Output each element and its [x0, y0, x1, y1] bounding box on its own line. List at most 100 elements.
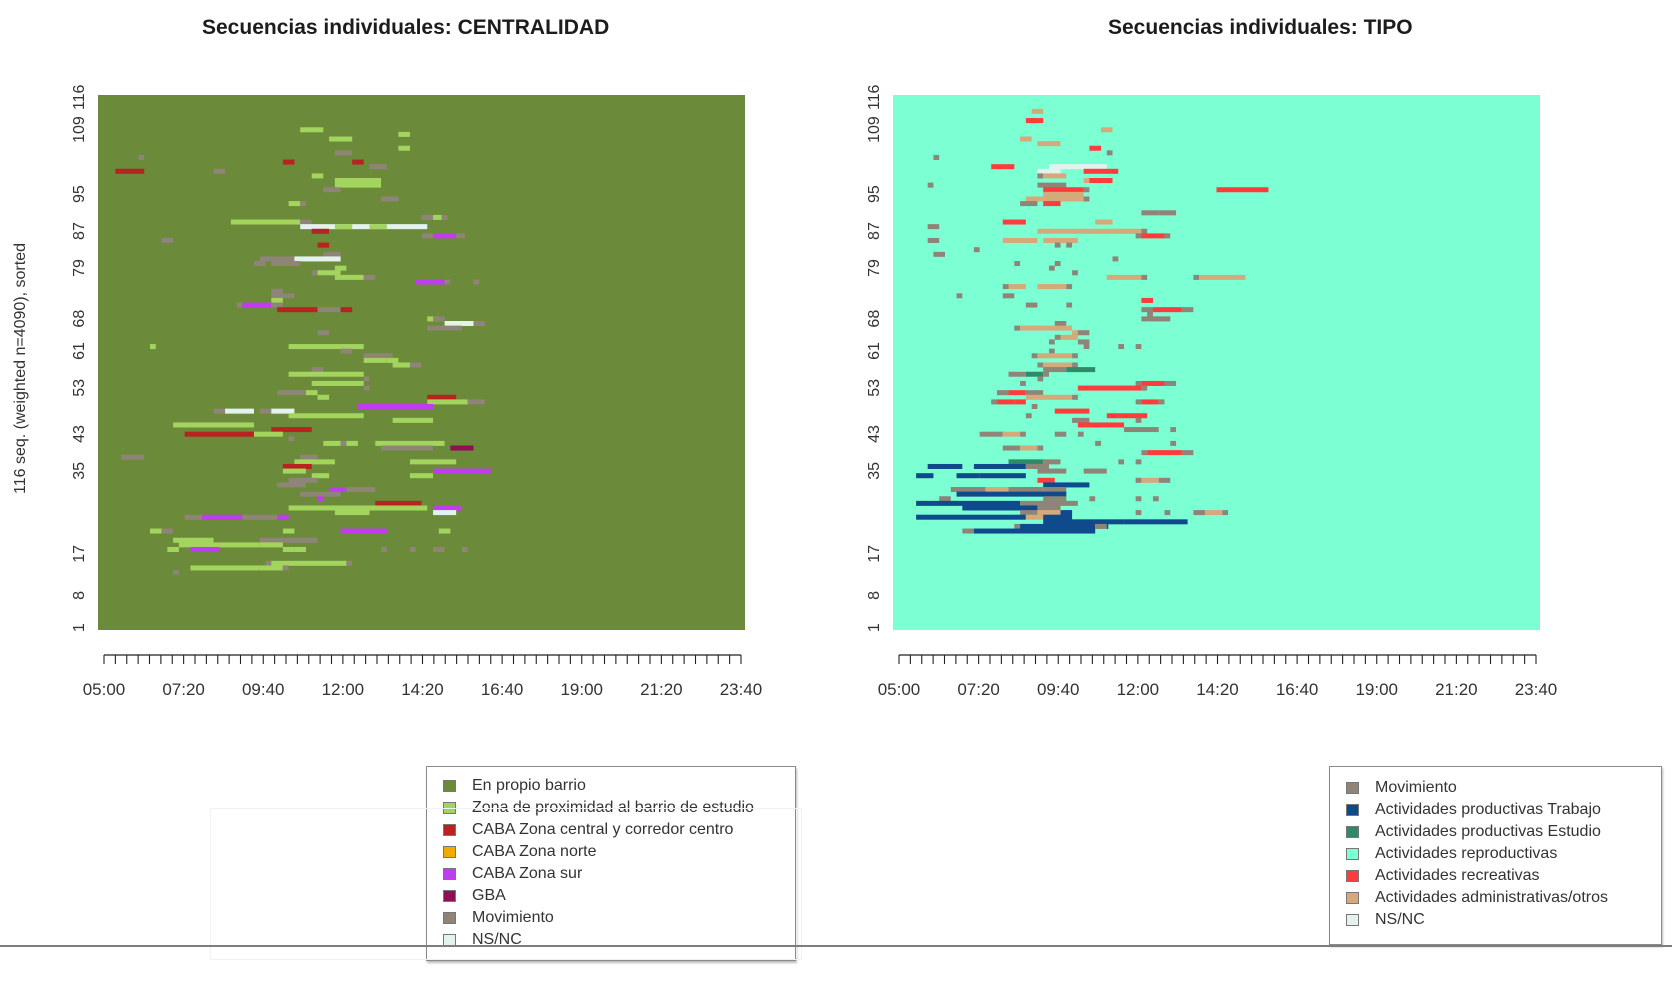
- sequence-segment: [1095, 219, 1113, 225]
- sequence-segment: [288, 505, 428, 511]
- y-tick-label: 68: [71, 310, 88, 328]
- sequence-segment: [1008, 390, 1026, 396]
- sequence-segment: [409, 362, 422, 368]
- y-tick-label: 43: [71, 425, 88, 443]
- sequence-segment: [1031, 353, 1038, 359]
- sequence-segment: [1060, 510, 1073, 516]
- y-tick-label: 79: [866, 259, 883, 277]
- sequence-segment: [1141, 233, 1165, 239]
- sequence-segment: [288, 201, 301, 207]
- sequence-segment: [369, 224, 387, 230]
- sequence-segment: [1083, 178, 1096, 184]
- sequence-segment: [441, 214, 448, 220]
- sequence-segment: [288, 344, 364, 350]
- sequence-segment: [1043, 362, 1073, 368]
- sequence-segment: [1106, 523, 1109, 529]
- sequence-segment: [323, 187, 341, 193]
- sequence-segment: [288, 477, 318, 483]
- legend-item: CABA Zona central y corredor centro: [443, 819, 785, 841]
- plot-background-state: [893, 95, 1540, 630]
- sequence-segment: [973, 247, 980, 253]
- legend-label: Actividades administrativas/otros: [1375, 889, 1608, 906]
- sequence-segment: [1077, 385, 1142, 391]
- sequence-segment: [1008, 284, 1026, 290]
- sequence-segment: [1043, 482, 1090, 488]
- sequence-segment: [979, 473, 1026, 479]
- x-tick-label: 12:00: [322, 680, 365, 699]
- sequence-segment: [1106, 150, 1113, 156]
- sequence-segment: [1141, 385, 1148, 391]
- sequence-segment: [1025, 394, 1073, 400]
- sequence-segment: [161, 237, 174, 243]
- sequence-segment: [979, 431, 1003, 437]
- sequence-segment: [916, 500, 1021, 506]
- sequence-segment: [916, 514, 1026, 520]
- sequence-segment: [1164, 380, 1177, 386]
- legend-centralidad: En propio barrio Zona de proximidad al ba…: [426, 766, 796, 961]
- x-tick-label: 14:20: [401, 680, 444, 699]
- sequence-segment: [1089, 496, 1096, 502]
- sequence-segment: [1135, 459, 1142, 465]
- sequence-segment: [381, 445, 434, 451]
- sequence-segment: [1141, 399, 1159, 405]
- x-tick-label: 16:40: [481, 680, 524, 699]
- sequence-segment: [259, 408, 272, 414]
- sequence-segment: [444, 320, 474, 327]
- sequence-segment: [1106, 413, 1148, 419]
- x-tick-label: 07:20: [162, 680, 205, 699]
- sequence-segment: [433, 510, 457, 516]
- sequence-segment: [409, 473, 434, 479]
- sequence-segment: [1043, 371, 1049, 377]
- sequence-segment: [1054, 431, 1067, 437]
- legend-swatch: [443, 912, 456, 924]
- sequence-segment: [1020, 136, 1032, 142]
- sequence-segment: [973, 463, 1026, 469]
- sequence-segment: [323, 251, 341, 257]
- sequence-segment: [213, 168, 226, 174]
- sequence-segment: [1199, 274, 1246, 280]
- legend-swatch: [1346, 892, 1359, 904]
- sequence-segment: [1002, 284, 1009, 290]
- sequence-segment: [1141, 380, 1165, 386]
- sequence-segment: [1037, 468, 1067, 474]
- sequence-segment: [1089, 178, 1113, 184]
- sequence-segment: [317, 496, 324, 502]
- legend-swatch: [443, 890, 456, 902]
- sequence-segment: [1014, 399, 1026, 405]
- sequence-segment: [927, 463, 963, 469]
- sequence-segment: [300, 454, 318, 460]
- sequence-segment: [1054, 320, 1067, 327]
- sequence-segment: [1002, 293, 1015, 299]
- sequence-segment: [1141, 450, 1148, 456]
- sequence-segment: [1031, 118, 1044, 124]
- figure-frame: [796, 808, 837, 958]
- sequence-segment: [1135, 477, 1142, 483]
- legend-swatch: [443, 824, 456, 836]
- sequence-segment: [329, 487, 347, 493]
- x-tick-label: 07:20: [957, 680, 1000, 699]
- sequence-segment: [363, 274, 376, 280]
- sequence-segment: [1072, 330, 1078, 336]
- sequence-segment: [1025, 413, 1032, 419]
- sequence-segment: [271, 261, 301, 267]
- sequence-segment: [1037, 445, 1044, 451]
- sequence-segment: [927, 237, 940, 243]
- sequence-segment: [1147, 450, 1182, 456]
- sequence-segment: [421, 233, 434, 239]
- sequence-segment: [1025, 463, 1049, 469]
- sequence-segment: [340, 528, 387, 534]
- sequence-segment: [1020, 510, 1038, 516]
- sequence-segment: [201, 514, 243, 520]
- sequence-segment: [1048, 164, 1107, 170]
- sequence-segment: [1118, 344, 1125, 350]
- y-tick-label: 8: [866, 591, 883, 600]
- sequence-segment: [334, 224, 353, 230]
- sequence-segment: [1083, 168, 1119, 174]
- sequence-segment: [271, 293, 295, 299]
- sequence-segment: [277, 307, 318, 313]
- sequence-segment: [1077, 330, 1090, 336]
- sequence-segment: [294, 261, 301, 267]
- sequence-segment: [1002, 431, 1021, 437]
- legend-label: En propio barrio: [472, 777, 586, 794]
- sequence-segment: [409, 459, 457, 465]
